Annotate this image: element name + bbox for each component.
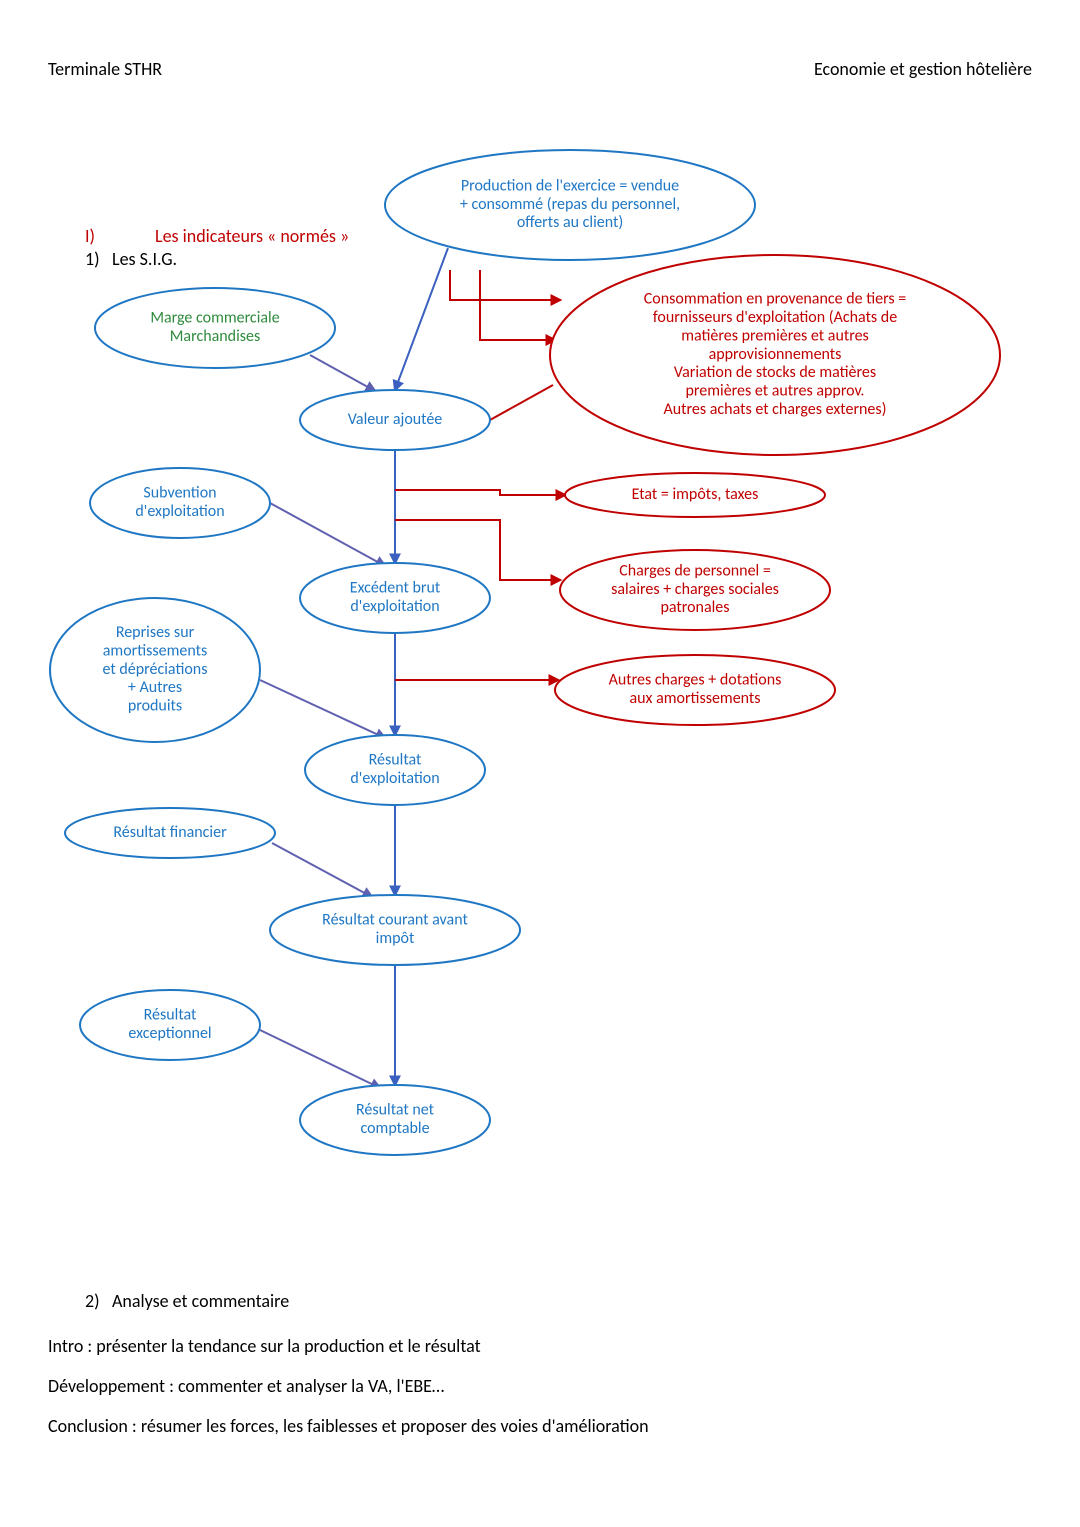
edge-rfin-rcai [272,843,372,897]
svg-text:+ consommé (repas du personnel: + consommé (repas du personnel, [460,195,680,214]
svg-text:d'exploitation: d'exploitation [135,502,224,521]
node-prod: Production de l'exercice = vendue+ conso… [385,150,755,260]
edge-rexc-rnet [260,1030,380,1088]
svg-text:Autres charges + dotations: Autres charges + dotations [609,671,782,690]
svg-text:produits: produits [128,697,182,716]
node-etat: Etat = impôts, taxes [565,473,825,517]
node-subv: Subventiond'exploitation [90,468,270,538]
node-reprises: Reprises suramortissementset dépréciatio… [50,598,260,742]
node-va: Valeur ajoutée [300,390,490,450]
svg-text:Subvention: Subvention [143,484,216,503]
svg-text:Valeur ajoutée: Valeur ajoutée [348,410,443,429]
svg-text:et dépréciations: et dépréciations [103,660,208,679]
svg-text:Production de l'exercice = ven: Production de l'exercice = vendue [461,176,679,195]
subsection-2-number: 2) [85,1290,100,1312]
svg-text:Marchandises: Marchandises [170,327,260,346]
svg-text:Marge commerciale: Marge commerciale [150,309,279,328]
node-rexc: Résultatexceptionnel [80,990,260,1060]
edge-prod-conso1 [450,270,560,300]
sig-flowchart: Production de l'exercice = vendue+ conso… [0,0,1080,1260]
svg-text:d'exploitation: d'exploitation [350,769,439,788]
svg-text:Variation de stocks de matière: Variation de stocks de matières [674,363,876,382]
svg-text:offerts au client): offerts au client) [517,213,623,232]
paragraph-intro: Intro : présenter la tendance sur la pro… [48,1335,481,1357]
svg-text:Résultat net: Résultat net [356,1101,435,1120]
svg-text:aux amortissements: aux amortissements [629,689,760,708]
edge-prod-conso2 [480,270,555,340]
edge-subv-ebe [270,503,385,566]
svg-text:Résultat: Résultat [369,751,422,770]
svg-text:impôt: impôt [376,929,415,948]
paragraph-dev: Développement : commenter et analyser la… [48,1375,444,1397]
node-rfin: Résultat financier [65,808,275,858]
svg-text:salaires + charges sociales: salaires + charges sociales [611,580,779,599]
svg-text:amortissements: amortissements [103,641,207,660]
svg-text:exceptionnel: exceptionnel [128,1024,211,1043]
svg-text:Résultat financier: Résultat financier [113,823,227,842]
svg-text:patronales: patronales [661,598,730,617]
node-autresch: Autres charges + dotationsaux amortissem… [555,655,835,725]
edge-repr-rexpl [260,680,385,738]
svg-text:Reprises sur: Reprises sur [116,623,195,642]
svg-text:premières et autres approv.: premières et autres approv. [686,382,865,401]
svg-text:Excédent brut: Excédent brut [350,579,441,598]
svg-text:+ Autres: + Autres [128,678,182,697]
edge-prod-va [395,248,448,390]
subsection-2-text: Analyse et commentaire [112,1290,289,1312]
node-marge: Marge commercialeMarchandises [95,288,335,368]
svg-text:Résultat: Résultat [144,1006,197,1025]
svg-text:Autres achats et charges exter: Autres achats et charges externes) [664,400,887,419]
svg-text:fournisseurs d'exploitation (A: fournisseurs d'exploitation (Achats de [653,308,897,327]
svg-text:comptable: comptable [360,1119,429,1138]
svg-text:Consommation en provenance de: Consommation en provenance de tiers = [644,290,906,309]
paragraph-conclusion: Conclusion : résumer les forces, les fai… [48,1415,649,1437]
page: Terminale STHR Economie et gestion hôtel… [0,0,1080,1527]
svg-text:d'exploitation: d'exploitation [350,597,439,616]
svg-text:Charges de personnel =: Charges de personnel = [619,561,771,580]
node-charges: Charges de personnel =salaires + charges… [560,550,830,630]
edge-marge-va [310,355,375,391]
node-rexpl: Résultatd'exploitation [305,735,485,805]
svg-text:matières premières et autres: matières premières et autres [681,326,869,345]
svg-text:Etat = impôts, taxes: Etat = impôts, taxes [632,485,759,504]
node-rnet: Résultat netcomptable [300,1085,490,1155]
edge-conso-va [490,385,553,420]
node-conso: Consommation en provenance de tiers =fou… [550,255,1000,455]
svg-text:Résultat courant avant: Résultat courant avant [322,911,468,930]
svg-text:approvisionnements: approvisionnements [709,345,842,364]
node-rcai: Résultat courant avantimpôt [270,895,520,965]
edge-va-etat [395,490,565,495]
node-ebe: Excédent brutd'exploitation [300,563,490,633]
